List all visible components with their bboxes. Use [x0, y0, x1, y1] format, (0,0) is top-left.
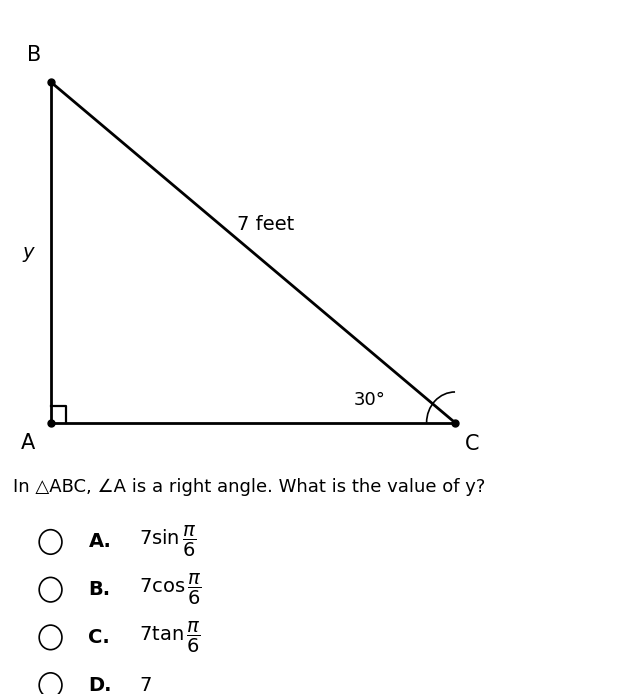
Text: 7 feet: 7 feet [237, 215, 294, 235]
Text: D.: D. [88, 676, 112, 694]
Text: y: y [23, 243, 34, 262]
Text: B.: B. [88, 580, 111, 599]
Text: B: B [27, 44, 41, 65]
Text: A: A [20, 433, 35, 453]
Text: A.: A. [88, 532, 111, 552]
Text: $7\tan\dfrac{\pi}{6}$: $7\tan\dfrac{\pi}{6}$ [139, 620, 201, 655]
Text: C.: C. [88, 628, 110, 647]
Text: $7$: $7$ [139, 676, 152, 694]
Text: In △ABC, ∠A is a right angle. What is the value of y?: In △ABC, ∠A is a right angle. What is th… [13, 478, 485, 496]
Text: $7\sin\dfrac{\pi}{6}$: $7\sin\dfrac{\pi}{6}$ [139, 525, 197, 559]
Text: $7\cos\dfrac{\pi}{6}$: $7\cos\dfrac{\pi}{6}$ [139, 572, 202, 607]
Text: C: C [465, 434, 479, 455]
Text: 30°: 30° [354, 391, 386, 409]
